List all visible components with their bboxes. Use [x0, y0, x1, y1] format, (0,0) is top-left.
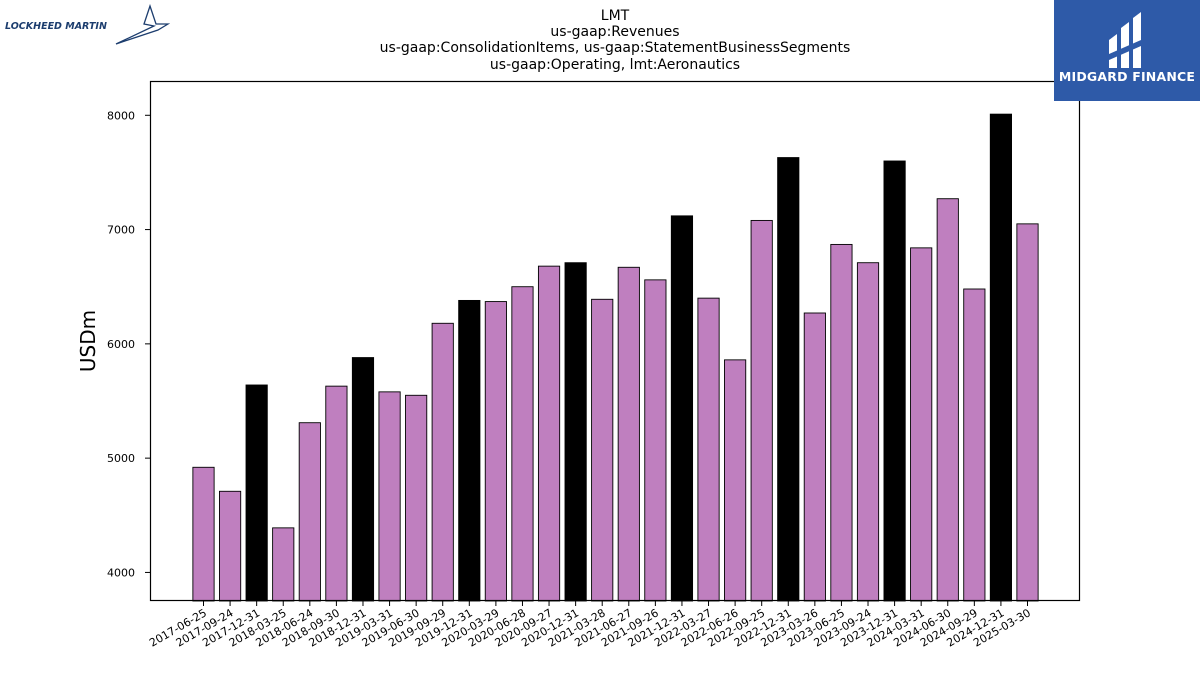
y-tick-label: 4000 [107, 566, 135, 579]
bar-2023-03-26 [803, 312, 826, 602]
y-tick-label: 6000 [107, 338, 135, 351]
bar-2020-06-28 [511, 286, 534, 602]
bar-2023-12-31 [883, 160, 906, 602]
bar-2018-09-30 [325, 385, 348, 602]
lockheed-martin-logo-text: LOCKHEED MARTIN [5, 21, 107, 32]
bar-2023-06-25 [830, 243, 853, 602]
bar-2022-06-26 [724, 359, 747, 602]
lockheed-martin-logo: LOCKHEED MARTIN [4, 3, 171, 46]
bar-2018-12-31 [351, 357, 375, 602]
midgard-finance-mark-icon [1109, 12, 1141, 68]
bar-2020-03-29 [484, 301, 507, 602]
bar-2024-03-31 [910, 247, 933, 602]
bar-2018-03-25 [272, 527, 295, 602]
bar-2017-09-24 [218, 490, 242, 602]
bar-2021-09-26 [644, 279, 667, 602]
bar-2019-03-31 [378, 391, 401, 602]
bar-2024-06-30 [936, 198, 959, 602]
bar-2021-06-27 [617, 266, 640, 602]
bar-2019-12-31 [458, 299, 481, 602]
bar-2017-06-25 [192, 466, 215, 602]
chart-title-members: us-gaap:Operating, lmt:Aeronautics [489, 57, 741, 73]
bar-2024-09-29 [963, 288, 986, 602]
bar-2021-12-31 [670, 215, 694, 602]
y-axis-ticks: 4000 5000 6000 7000 8000 [107, 109, 150, 579]
bar-2023-09-24 [856, 262, 880, 602]
bar-2020-09-27 [537, 265, 561, 602]
bar-2019-06-30 [405, 394, 428, 602]
bar-2022-12-31 [777, 157, 800, 602]
midgard-finance-logo-text: MIDGARD FINANCE [1058, 69, 1196, 84]
bar-2019-09-29 [431, 322, 454, 602]
bar-2018-06-24 [298, 422, 321, 602]
x-axis-ticks: 2017-06-252017-09-242017-12-312018-03-25… [147, 601, 1033, 650]
bar-2017-12-31 [245, 384, 268, 602]
y-tick-label: 8000 [107, 109, 135, 122]
bar-2024-12-31 [989, 113, 1012, 602]
y-tick-label: 7000 [107, 224, 135, 237]
y-axis-label: USDm [76, 310, 100, 372]
chart-title-ticker: LMT [600, 8, 630, 24]
bar-2022-03-27 [697, 297, 720, 602]
midgard-finance-logo: MIDGARD FINANCE [1054, 0, 1200, 101]
chart-title-concept: us-gaap:Revenues [550, 24, 680, 40]
y-tick-label: 5000 [107, 452, 135, 465]
bar-2022-09-25 [750, 219, 773, 602]
bar-2020-12-31 [564, 262, 587, 602]
plot-frame [149, 80, 1081, 602]
bar-2025-03-30 [1016, 223, 1039, 602]
chart-title-axis: us-gaap:ConsolidationItems, us-gaap:Stat… [379, 40, 851, 56]
bar-series [192, 113, 1039, 602]
bar-2021-03-28 [591, 298, 614, 602]
